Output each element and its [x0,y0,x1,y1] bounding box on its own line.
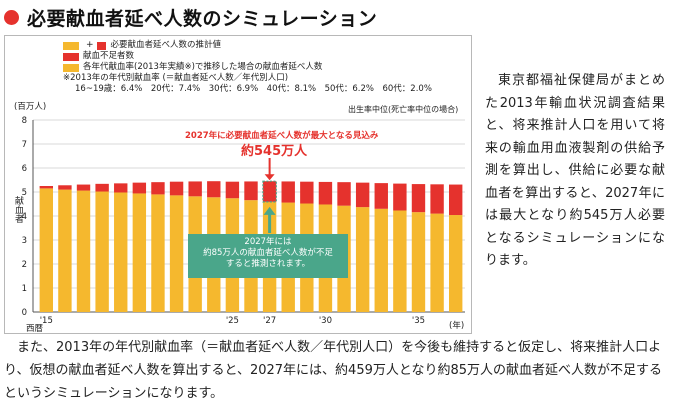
bar-shortage-2036 [430,184,444,214]
bar-shortage-2028 [281,181,295,203]
bar-supply-2032 [355,207,370,312]
peak-annotation: 2027年に必要献血者延べ人数が最大となる見込み [185,131,379,141]
bar-shortage-2023 [188,181,202,197]
legend-item-shortage: 献血不足者数 [83,51,135,61]
chart-legend: + 必要献血者延べ人数の推計値 献血不足者数 各年代献血率(2013年実績※)で… [63,40,432,95]
bar-shortage-2017 [76,184,91,191]
bar-supply-2035 [411,212,426,312]
y-tick-label-3: 3 [22,236,27,246]
bar-supply-2019 [114,192,128,312]
bar-supply-2037 [448,215,463,312]
legend-plus-icon: + [86,40,94,50]
bottom-description: また、2013年の年代別献血率（＝献血者延べ人数／年代別人口）を今後も維持すると… [4,340,663,401]
y-tick-label-6: 6 [22,164,27,174]
bar-supply-2021 [151,194,165,312]
bar-shortage-2025 [225,181,240,199]
bar-shortage-2019 [114,183,128,193]
x-tick-label-2030: '30 [319,316,332,326]
bar-supply-2034 [393,210,407,312]
legend-swatch-supply-2 [63,63,79,72]
legend-rates: 16~19歳：6.4% 20代：7.4% 30代：6.9% 40代：8.1% 5… [75,84,432,94]
y-tick-label-1: 1 [22,284,27,294]
bar-shortage-2032 [355,182,370,208]
y-tick-label-2: 2 [22,260,27,270]
legend-swatch-shortage [63,52,79,61]
scenario-label: 出生率中位(死亡率中位の場合) [348,105,459,114]
bar-shortage-2024 [207,181,221,198]
title-row: 必要献血者延べ人数のシミュレーション [4,2,377,32]
bar-shortage-2020 [132,182,147,194]
y-tick-label-8: 8 [22,116,27,126]
callout-line-2: 約85万人の献血者延べ人数が不足 [203,248,333,258]
bar-shortage-2034 [393,183,407,211]
title-bullet-icon [4,9,19,25]
bar-supply-2017 [76,190,91,312]
bar-shortage-2035 [411,184,426,213]
bar-shortage-2022 [169,181,184,196]
legend-swatch-supply [63,41,79,50]
bar-shortage-2031 [337,182,351,206]
bar-shortage-2015 [39,186,54,189]
peak-value-annotation: 約545万人 [241,144,308,159]
x-tick-label-2035: '35 [412,316,425,326]
shortage-arrow-head [263,206,276,215]
y-axis-title: 献血者 [13,196,23,223]
bar-shortage-2016 [58,185,72,190]
bar-supply-2033 [374,208,388,312]
bar-shortage-2026 [244,181,258,201]
bar-shortage-2018 [95,183,109,192]
x-axis-era-label: 西暦 [26,324,44,334]
bar-supply-2020 [132,193,147,312]
bar-shortage-2029 [300,181,314,204]
callout-line-1: 2027年には [244,237,292,247]
x-tick-label-2027: '27 [263,316,276,326]
bar-shortage-2037 [448,184,463,216]
legend-item-total: 必要献血者延べ人数の推計値 [110,40,222,50]
bar-supply-2016 [58,189,72,312]
legend-swatch-shortage-small [96,41,106,50]
chart-panel: 0 1 2 3 4 5 6 7 8 '15 '25 '27 '30 '35 + 必要献血者延べ人数の推計値… [4,35,472,334]
callout-line-3: すると推測されます。 [225,259,311,269]
y-tick-label-7: 7 [22,140,27,150]
bar-supply-2015 [39,188,54,312]
bar-shortage-2021 [151,182,165,195]
bar-supply-2022 [169,195,184,312]
bar-shortage-2027 [262,181,277,202]
legend-item-supply: 各年代献血率(2013年実績※)で推移した場合の献血者延べ人数 [83,62,323,72]
highlight-box-2027 [262,180,277,203]
legend-note: ※2013年の年代別献血率 (＝献血者延べ人数／年代別人口) [63,73,289,83]
bar-supply-2036 [430,213,444,312]
bar-shortage-2030 [318,181,333,205]
bar-shortage-2033 [374,183,388,209]
page-title: 必要献血者延べ人数のシミュレーション [27,7,378,30]
x-tick-label-2015: '15 [40,316,53,326]
y-tick-label-4: 4 [22,212,27,222]
x-tick-label-2025: '25 [226,316,239,326]
peak-arrow-head [264,174,275,181]
y-axis-unit: (百万人) [14,102,47,112]
side-description: 東京都福祉保健局がまとめた2013年輸血状況調査結果と、将来推計人口を用いて将来… [485,73,665,268]
shortage-callout: 2027年には 約85万人の献血者延べ人数が不足 すると推測されます。 [188,234,348,278]
y-tick-label-5: 5 [22,188,27,198]
x-axis-unit: (年) [449,321,465,331]
bar-supply-2018 [95,191,109,312]
y-tick-label-0: 0 [22,308,27,318]
